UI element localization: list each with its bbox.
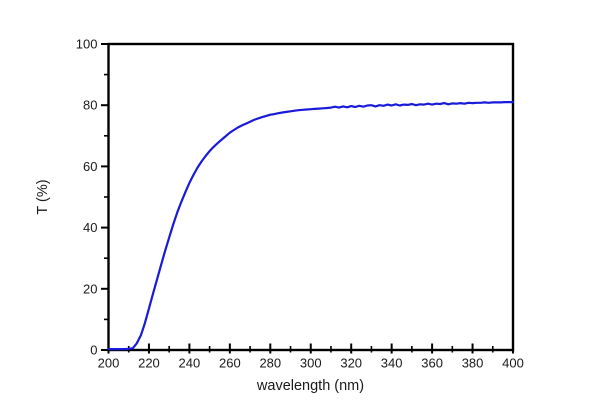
x-tick-label: 260 [219,356,241,371]
y-tick-label: 60 [83,159,97,174]
y-tick-label: 0 [90,343,97,358]
x-tick-label: 360 [421,356,443,371]
y-tick-label: 40 [83,220,97,235]
x-tick-label: 280 [259,356,281,371]
x-tick-label: 340 [381,356,403,371]
x-tick-label: 400 [502,356,524,371]
x-tick-label: 220 [138,356,160,371]
x-tick-label: 240 [179,356,201,371]
x-tick-label: 200 [98,356,120,371]
x-tick-label: 320 [340,356,362,371]
x-tick-label: 380 [462,356,484,371]
plot-frame [107,42,515,352]
y-tick-label: 100 [76,37,98,52]
y-tick-label: 20 [83,281,97,296]
x-axis-title: wavelength (nm) [256,378,364,394]
chart-generated-layer: 200 220 240 260 280 300 320 340 360 380 400 0 20 40 60… [76,37,524,371]
data-curve [107,100,515,351]
y-axis-title: T (%) [35,179,51,214]
x-tick-label: 300 [300,356,322,371]
y-tick-label: 80 [83,98,97,113]
